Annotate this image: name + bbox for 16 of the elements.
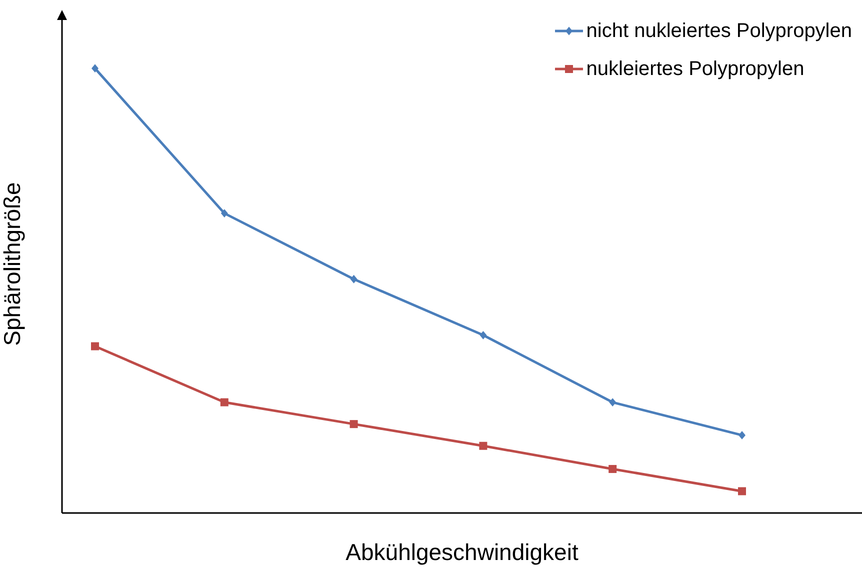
y-axis-title: Sphärolithgröße (0, 182, 26, 346)
point (220, 209, 228, 218)
point (480, 330, 487, 340)
point (350, 420, 358, 428)
point (479, 442, 488, 450)
point (738, 487, 746, 496)
x-axis-title: Abkühlgeschwindigkeit (346, 539, 579, 565)
legend-label: nukleiertes Polypropylen (586, 58, 804, 80)
point (609, 398, 616, 406)
point (92, 64, 98, 73)
point (608, 464, 617, 473)
point (738, 430, 746, 440)
point (220, 398, 228, 406)
point (350, 274, 358, 284)
legend-label: nicht nukleiertes Polypropylen (586, 20, 852, 42)
point (91, 342, 99, 350)
